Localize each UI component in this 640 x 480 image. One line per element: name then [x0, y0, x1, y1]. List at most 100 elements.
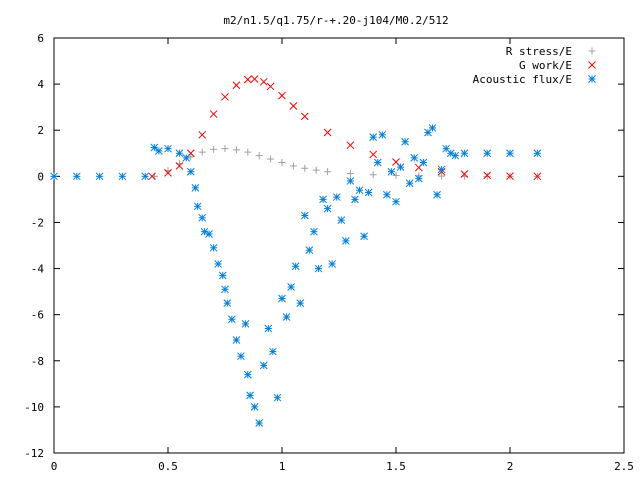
- y-tick-label: 6: [37, 32, 44, 45]
- data-point: [191, 184, 200, 192]
- data-point: [209, 243, 218, 252]
- chart-title: m2/n1.5/q1.75/r-+.20-j104/M0.2/512: [223, 14, 448, 27]
- y-tick-label: -10: [24, 401, 44, 414]
- data-point: [355, 186, 364, 195]
- data-point: [209, 110, 218, 118]
- data-point: [319, 195, 327, 204]
- legend-label: G work/E: [519, 59, 572, 72]
- y-tick-label: 4: [37, 78, 44, 91]
- data-point: [210, 145, 218, 153]
- data-point: [232, 146, 240, 154]
- data-point: [186, 167, 195, 176]
- data-point: [278, 159, 286, 166]
- data-point: [221, 145, 229, 153]
- data-point: [198, 148, 206, 156]
- data-point: [506, 172, 514, 180]
- data-point: [506, 149, 514, 158]
- data-point: [175, 149, 184, 158]
- y-tick-label: -12: [24, 447, 44, 460]
- data-point: [218, 271, 227, 280]
- data-point: [387, 167, 396, 176]
- data-point: [289, 102, 298, 110]
- data-point: [451, 151, 460, 160]
- data-point: [383, 190, 391, 199]
- data-point: [369, 133, 378, 141]
- data-point: [287, 283, 295, 291]
- data-point: [401, 137, 409, 146]
- data-point: [314, 264, 323, 273]
- data-point: [346, 170, 354, 178]
- data-point: [223, 299, 232, 307]
- data-point: [221, 285, 229, 294]
- data-point: [305, 246, 314, 254]
- series-1: [148, 75, 542, 181]
- data-point: [255, 419, 264, 427]
- data-point: [364, 188, 373, 197]
- data-point: [282, 313, 291, 321]
- data-point: [118, 172, 127, 181]
- data-point: [392, 197, 400, 206]
- y-tick-label: -8: [31, 355, 44, 368]
- data-point: [328, 260, 337, 268]
- data-point: [267, 155, 275, 163]
- data-point: [300, 112, 309, 121]
- data-point: [346, 177, 355, 185]
- data-point: [369, 171, 377, 179]
- data-point: [405, 179, 414, 188]
- data-point: [155, 147, 163, 155]
- data-point: [460, 149, 469, 158]
- data-point: [227, 315, 236, 324]
- data-point: [187, 153, 195, 161]
- data-point: [250, 75, 259, 83]
- data-point: [300, 211, 309, 220]
- data-point: [301, 164, 309, 172]
- data-point: [193, 202, 202, 211]
- data-point: [378, 130, 387, 139]
- legend-marker: [588, 47, 596, 55]
- data-point: [296, 299, 305, 307]
- data-point: [266, 82, 275, 91]
- data-point: [273, 393, 282, 402]
- data-point: [369, 150, 378, 159]
- data-point: [278, 294, 286, 303]
- x-tick-label: 1: [279, 460, 286, 473]
- data-point: [483, 172, 491, 180]
- y-tick-label: 2: [37, 124, 44, 137]
- data-point: [323, 128, 332, 137]
- data-point: [237, 352, 245, 361]
- data-point: [483, 171, 492, 180]
- data-point: [419, 158, 428, 167]
- data-point: [50, 172, 58, 181]
- data-point: [141, 172, 150, 181]
- legend-label: R stress/E: [506, 45, 572, 58]
- data-point: [244, 148, 252, 156]
- y-tick-label: -6: [31, 309, 44, 322]
- data-point: [72, 172, 81, 181]
- data-point: [198, 130, 207, 139]
- data-point: [396, 163, 405, 171]
- series-2: [50, 124, 542, 427]
- data-point: [259, 77, 268, 86]
- x-tick-label: 0.5: [158, 460, 178, 473]
- data-point: [332, 193, 341, 201]
- data-point: [264, 324, 273, 333]
- x-tick-label: 1.5: [386, 460, 406, 473]
- data-point: [148, 172, 156, 181]
- data-point: [250, 403, 259, 411]
- x-tick-label: 0: [51, 460, 58, 473]
- data-point: [150, 143, 159, 152]
- data-point: [259, 361, 268, 370]
- data-point: [269, 347, 277, 356]
- y-tick-label: -4: [31, 263, 45, 276]
- data-point: [373, 158, 382, 167]
- data-point: [437, 165, 446, 174]
- x-tick-label: 2.5: [614, 460, 634, 473]
- data-point: [310, 227, 318, 236]
- data-point: [289, 162, 297, 170]
- plot-frame: [53, 37, 625, 454]
- data-point: [323, 204, 332, 213]
- data-point: [360, 232, 368, 241]
- data-point: [460, 170, 469, 178]
- data-point: [483, 149, 492, 158]
